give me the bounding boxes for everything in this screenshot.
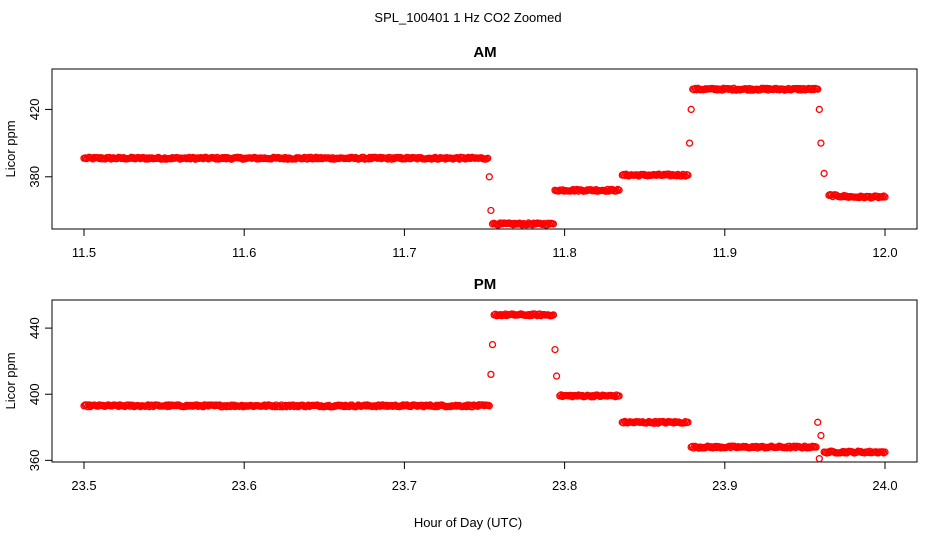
am-data-point	[878, 193, 887, 201]
pm-panel: PM Licor ppm 23.5 23.6 23.7 23.8 23.9 24.0 360…	[3, 276, 918, 493]
pm-x-tick-label: 23.8	[552, 478, 577, 493]
am-axis-ticks: 11.5 11.6 11.7 11.8 11.9 12.0 380 420	[27, 99, 898, 260]
am-x-tick-label: 11.5	[72, 245, 96, 260]
pm-data-point	[815, 455, 823, 463]
pm-data-point	[552, 372, 561, 380]
am-x-tick-label: 11.8	[552, 245, 576, 260]
am-data-point	[687, 105, 695, 114]
am-data-point	[212, 155, 220, 163]
am-panel-title: AM	[473, 44, 496, 61]
am-data-point	[820, 169, 828, 178]
pm-x-tick-label: 23.6	[232, 478, 257, 493]
am-data-point	[815, 105, 823, 114]
pm-data-point	[485, 402, 493, 410]
pm-data-point	[271, 403, 279, 411]
pm-data-point	[549, 311, 558, 319]
am-data-point	[808, 84, 817, 93]
pm-data-point	[487, 370, 495, 379]
am-y-tick-label: 420	[27, 99, 42, 121]
am-data-point	[485, 173, 493, 181]
pm-axis-ticks: 23.5 23.6 23.7 23.8 23.9 24.0 360 400 440	[27, 317, 898, 493]
am-data-point	[881, 193, 889, 201]
am-data-point	[712, 85, 720, 93]
am-data-point	[880, 192, 888, 200]
am-x-tick-label: 11.9	[713, 245, 737, 260]
x-axis-label: Hour of Day (UTC)	[414, 515, 522, 530]
am-data-point	[814, 85, 822, 93]
pm-y-tick-label: 400	[27, 383, 42, 405]
pm-data-point	[817, 431, 825, 440]
pm-data-point	[814, 418, 822, 426]
pm-y-tick-label: 440	[27, 317, 42, 339]
pm-y-axis-label: Licor ppm	[3, 352, 18, 409]
pm-x-tick-label: 23.7	[392, 478, 417, 493]
am-data-point	[615, 186, 623, 194]
pm-x-tick-label: 24.0	[872, 478, 897, 493]
am-data-point	[364, 155, 373, 163]
am-data-point	[487, 206, 495, 215]
pm-plot-frame	[51, 299, 918, 463]
pm-y-tick-label: 360	[27, 449, 42, 471]
pm-data-point	[680, 419, 688, 427]
pm-data-point	[551, 345, 559, 354]
pm-data-point	[488, 340, 497, 349]
pm-data-points	[80, 310, 889, 463]
am-x-tick-label: 11.7	[392, 245, 416, 260]
pm-x-tick-label: 23.9	[712, 478, 737, 493]
pm-data-point	[340, 402, 348, 411]
am-data-point	[685, 139, 694, 147]
am-data-points	[80, 84, 889, 229]
am-data-point	[713, 86, 721, 94]
pm-data-point	[615, 392, 623, 400]
figure-title: SPL_100401 1 Hz CO2 Zoomed	[374, 10, 561, 25]
pm-data-point	[812, 443, 820, 451]
pm-x-tick-label: 23.5	[71, 478, 96, 493]
am-y-axis-label: Licor ppm	[3, 120, 18, 177]
am-x-tick-label: 11.6	[232, 245, 256, 260]
am-data-point	[221, 153, 229, 162]
pm-data-point	[881, 448, 889, 456]
am-plot-frame	[51, 68, 918, 230]
am-x-tick-label: 12.0	[872, 245, 897, 260]
pm-data-point	[688, 442, 697, 451]
am-data-point	[684, 171, 692, 179]
pm-data-point	[452, 401, 460, 409]
am-y-tick-label: 380	[27, 166, 42, 188]
am-data-point	[549, 220, 558, 228]
am-data-point	[484, 154, 492, 162]
am-data-point	[817, 139, 825, 147]
pm-data-point	[878, 448, 887, 456]
am-panel: AM Licor ppm 11.5 11.6 11.7 11.8 11.9 12.0 380…	[3, 44, 918, 260]
pm-data-point	[684, 418, 692, 426]
pm-panel-title: PM	[474, 276, 497, 293]
